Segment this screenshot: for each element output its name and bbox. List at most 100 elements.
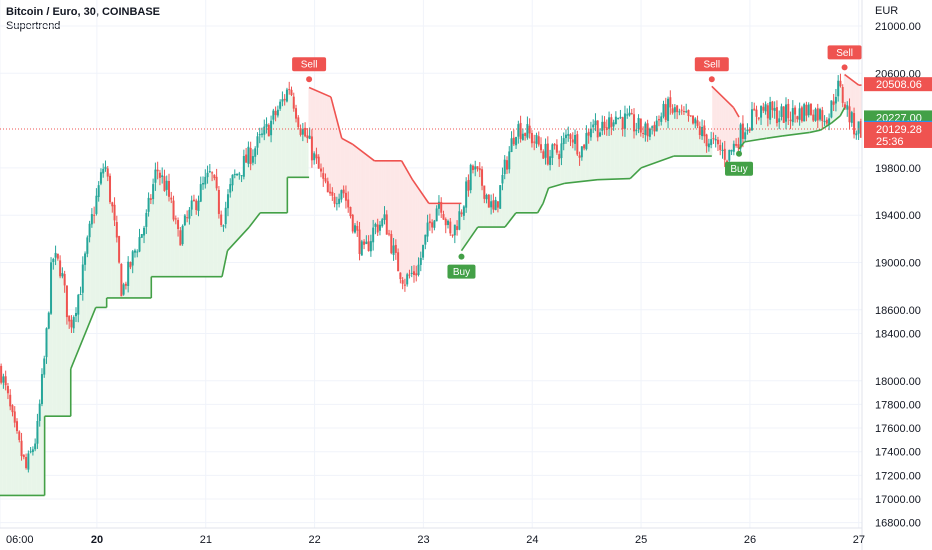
candle-body xyxy=(72,317,75,329)
candle-body xyxy=(292,96,295,109)
candle-body xyxy=(646,123,649,137)
candle-body xyxy=(490,201,493,208)
candle-body xyxy=(614,116,617,125)
fill-slice xyxy=(614,120,618,180)
fill-slice xyxy=(351,144,354,224)
candle-body xyxy=(444,218,447,226)
fill-slice xyxy=(83,259,87,334)
fill-slice xyxy=(530,138,534,213)
candle-body xyxy=(855,133,858,136)
fill-slice xyxy=(322,93,325,176)
candle-body xyxy=(165,180,168,190)
price-axis[interactable]: 16800.00 17000.00 17200.00 17400.00 17600.00… xyxy=(875,21,921,530)
candle-body xyxy=(18,431,21,440)
candle-body xyxy=(183,215,186,226)
time-tick-label: 27 xyxy=(853,534,865,546)
supertrend-segment xyxy=(738,141,746,150)
candle-body xyxy=(549,156,552,165)
sell-signal-badge xyxy=(827,45,862,60)
candle-body xyxy=(732,143,735,152)
fill-slice xyxy=(673,109,677,157)
fill-slice xyxy=(555,148,559,186)
candle-body xyxy=(705,134,708,147)
fill-slice xyxy=(396,160,400,262)
fill-slice xyxy=(444,203,447,223)
fill-slice xyxy=(660,119,663,161)
candle-body xyxy=(662,103,665,117)
fill-slice xyxy=(233,174,236,243)
candle-body xyxy=(147,197,150,212)
fill-slice xyxy=(97,191,100,308)
fill-slice xyxy=(521,136,525,213)
candle-body xyxy=(771,101,774,111)
candle-body xyxy=(766,105,769,119)
candle-body xyxy=(45,328,48,358)
price-tick-label: 18000.00 xyxy=(875,376,921,388)
time-axis[interactable]: 06:00 20 21 22 23 24 25 26 27 xyxy=(6,534,865,546)
candle-body xyxy=(388,233,391,235)
candle-body xyxy=(487,194,490,208)
fill-slice xyxy=(719,94,722,148)
candle-body xyxy=(20,440,23,457)
fill-slice xyxy=(249,155,252,226)
fill-slice xyxy=(210,172,214,277)
fill-slice xyxy=(537,140,540,211)
fill-slice xyxy=(539,147,543,207)
candle-body xyxy=(714,139,717,141)
candle-body xyxy=(458,211,461,230)
candle-body xyxy=(637,117,640,129)
sell-signal-dot xyxy=(841,64,848,71)
fill-slice xyxy=(523,134,527,213)
candle-body xyxy=(113,204,116,221)
candle-body xyxy=(501,174,504,184)
fill-slice xyxy=(11,408,14,496)
candle-body xyxy=(242,156,245,177)
candle-body xyxy=(202,182,205,185)
candle-body xyxy=(721,149,724,151)
fill-slice xyxy=(81,278,84,340)
fill-slice xyxy=(585,141,588,181)
fill-slice xyxy=(276,112,280,213)
fill-slice xyxy=(408,174,411,275)
candle-body xyxy=(462,206,465,216)
candle-body xyxy=(70,319,73,328)
candle-body xyxy=(172,200,175,220)
candle-body xyxy=(580,146,583,158)
fill-slice xyxy=(113,212,116,298)
candle-body xyxy=(381,219,384,227)
candle-body xyxy=(31,449,34,453)
fill-slice xyxy=(99,177,103,308)
fill-slice xyxy=(199,192,202,277)
fill-slice xyxy=(156,170,159,277)
candle-body xyxy=(657,119,660,121)
candle-body xyxy=(809,103,812,115)
candle-body xyxy=(433,220,436,228)
fill-slice xyxy=(303,132,307,178)
fill-slice xyxy=(474,167,477,231)
fill-slice xyxy=(626,114,629,179)
fill-slice xyxy=(190,205,193,277)
fill-slice xyxy=(308,87,311,138)
candle-body xyxy=(349,207,352,217)
fill-slice xyxy=(151,191,155,277)
fill-slice xyxy=(328,96,332,193)
candle-body xyxy=(499,185,502,209)
candle-body xyxy=(322,173,325,179)
candle-body xyxy=(340,190,343,200)
candle-body xyxy=(746,129,749,132)
fill-slice xyxy=(814,115,817,132)
fill-slice xyxy=(619,117,622,179)
fill-slice xyxy=(616,118,620,179)
fill-slice xyxy=(415,185,418,275)
candle-body xyxy=(288,89,291,91)
supertrend-segment xyxy=(844,73,860,86)
fill-slice xyxy=(172,210,175,277)
fill-slice xyxy=(843,74,847,107)
fill-slice xyxy=(628,114,631,179)
candle-body xyxy=(145,212,148,227)
fill-slice xyxy=(258,134,261,214)
fill-slice xyxy=(476,167,479,228)
candle-body xyxy=(299,128,302,135)
fill-slice xyxy=(580,151,584,182)
